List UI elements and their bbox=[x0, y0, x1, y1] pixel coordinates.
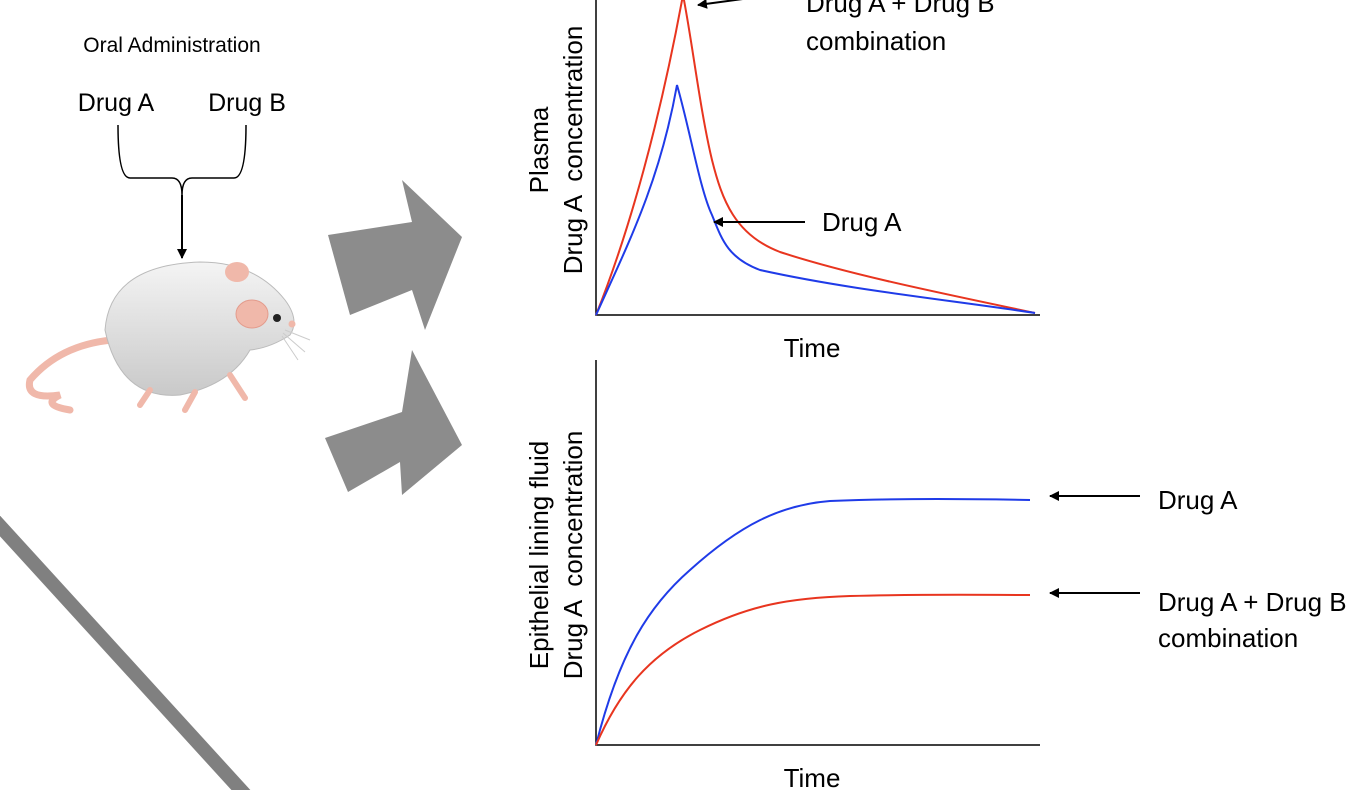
elf-panel: Epithelial lining fluid Drug A concentra… bbox=[524, 360, 1347, 790]
drug-a-curve bbox=[596, 499, 1030, 745]
annotation: Drug A bbox=[822, 207, 902, 237]
y-label: Epithelial lining fluid bbox=[524, 441, 554, 669]
y-label: Drug A concentration bbox=[558, 431, 588, 680]
x-label: Time bbox=[784, 763, 841, 790]
flow-arrow bbox=[325, 350, 462, 495]
drug-a-curve bbox=[596, 85, 1035, 315]
y-label: Drug A concentration bbox=[558, 26, 588, 275]
drug-label: Drug A bbox=[78, 89, 155, 117]
drug-label: Drug B bbox=[208, 89, 286, 117]
administration-title: Oral Administration bbox=[83, 34, 260, 57]
mouse bbox=[29, 262, 310, 410]
annotation: Drug A bbox=[1158, 485, 1238, 515]
plasma-panel: Plasma Drug A concentration Time Drug A … bbox=[524, 0, 1040, 363]
arrow bbox=[698, 0, 795, 5]
x-label: Time bbox=[784, 333, 841, 363]
diagram: Oral Administration Drug A Drug B Plasma… bbox=[0, 0, 1357, 790]
annotation: Drug A + Drug B bbox=[1158, 587, 1347, 617]
annotation: combination bbox=[806, 26, 946, 56]
combination-curve bbox=[596, 595, 1030, 745]
annotation: combination bbox=[1158, 623, 1298, 653]
divider bbox=[0, 515, 250, 790]
annotation: Drug A + Drug B bbox=[806, 0, 995, 18]
flow-arrow bbox=[328, 180, 462, 330]
bracket bbox=[118, 125, 246, 195]
y-label: Plasma bbox=[524, 106, 554, 193]
axis bbox=[596, 360, 1040, 745]
